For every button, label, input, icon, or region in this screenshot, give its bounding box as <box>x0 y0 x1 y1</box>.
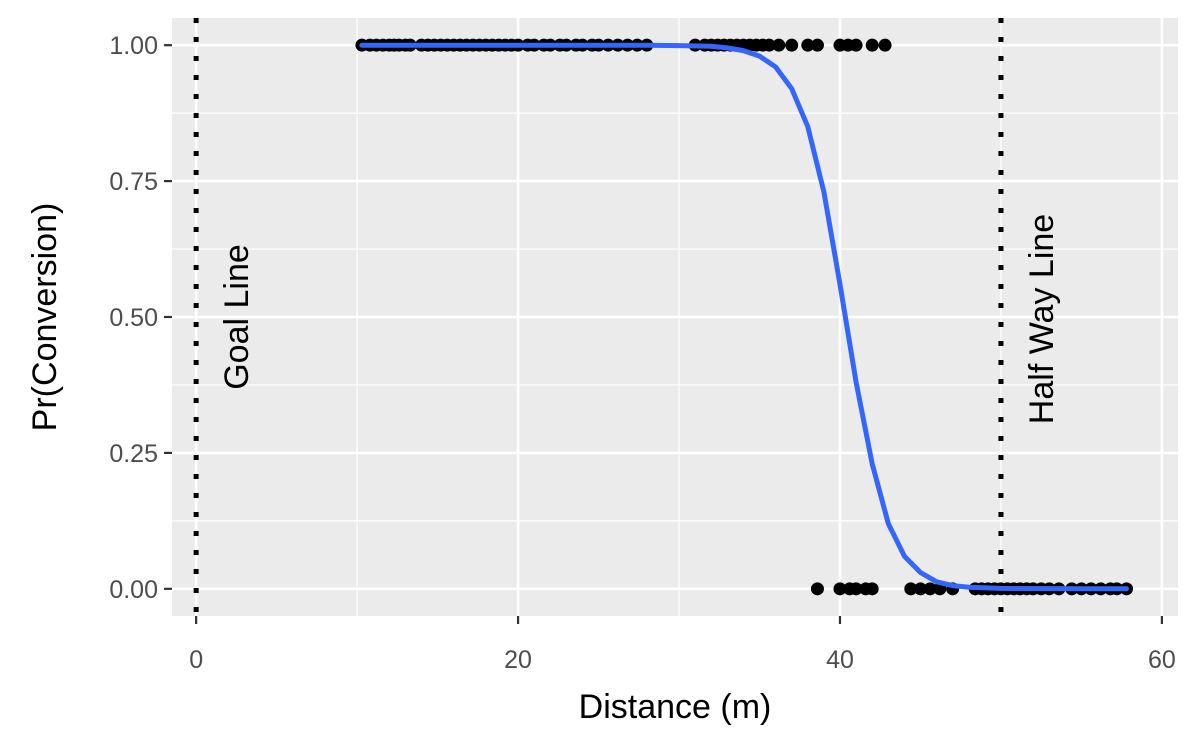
y-tick-label: 0.00 <box>109 576 158 604</box>
data-point <box>913 582 927 596</box>
data-point <box>865 38 879 52</box>
y-tick-label: 0.50 <box>109 304 158 332</box>
x-tick-label: 20 <box>504 646 532 674</box>
y-tick-label: 0.75 <box>109 168 158 196</box>
data-point <box>878 38 892 52</box>
data-point <box>849 38 863 52</box>
x-tick-label: 40 <box>826 646 854 674</box>
data-point <box>762 38 776 52</box>
y-tick-label: 0.25 <box>109 440 158 468</box>
y-axis-title: Pr(Conversion) <box>26 203 64 432</box>
data-point <box>849 582 863 596</box>
x-axis-title: Distance (m) <box>579 688 772 726</box>
x-tick-label: 60 <box>1148 646 1176 674</box>
data-point <box>772 38 786 52</box>
x-tick-label: 0 <box>189 646 203 674</box>
data-point <box>904 582 918 596</box>
y-tick-label: 1.00 <box>109 32 158 60</box>
data-point <box>833 582 847 596</box>
data-point <box>810 582 824 596</box>
axes: 0 20 40 60 0.00 0.25 0.50 0.75 1.00 <box>109 32 1175 674</box>
fit-line <box>359 42 1129 592</box>
data-point <box>810 38 824 52</box>
fit-curve <box>359 42 1129 592</box>
data-point <box>801 38 815 52</box>
reference-lines: Goal Line Half Way Line <box>193 18 1061 616</box>
data-point <box>923 582 937 596</box>
data-point <box>865 582 879 596</box>
data-point <box>785 38 799 52</box>
reference-line-label: Goal Line <box>218 244 256 390</box>
reference-line-label: Half Way Line <box>1023 214 1061 424</box>
